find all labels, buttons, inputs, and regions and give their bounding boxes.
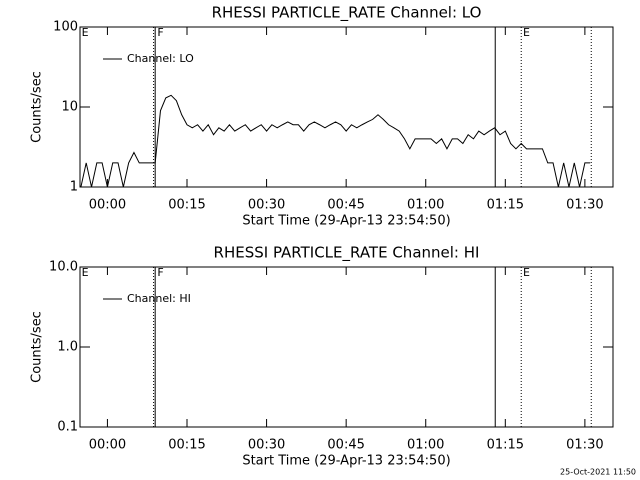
annotation: F [157, 266, 163, 279]
x-tick-label: 00:30 [248, 438, 285, 453]
x-axis-label: Start Time (29-Apr-13 23:54:50) [242, 454, 450, 469]
annotation: E [82, 26, 89, 39]
y-axis-label: Counts/sec [30, 71, 45, 143]
x-tick-label: 01:30 [566, 198, 603, 213]
annotation: E [523, 266, 530, 279]
legend-label: Channel: LO [127, 52, 194, 65]
y-tick-label: 100 [53, 20, 78, 35]
x-tick-label: 00:15 [168, 198, 205, 213]
x-tick-label: 00:00 [89, 198, 126, 213]
legend-label: Channel: HI [127, 292, 191, 305]
x-tick-label: 01:00 [407, 438, 444, 453]
y-tick-label: 1 [70, 180, 78, 195]
x-tick-label: 00:30 [248, 198, 285, 213]
annotation: F [157, 26, 163, 39]
chart-title: RHESSI PARTICLE_RATE Channel: LO [212, 4, 482, 23]
x-tick-label: 00:15 [168, 438, 205, 453]
x-axis-label: Start Time (29-Apr-13 23:54:50) [242, 214, 450, 229]
x-tick-label: 01:00 [407, 198, 444, 213]
x-tick-label: 00:00 [89, 438, 126, 453]
x-tick-label: 01:15 [487, 198, 524, 213]
data-line [80, 94, 591, 188]
footer: 25-Oct-2021 11:50 [560, 468, 636, 477]
y-tick-label: 1.0 [57, 340, 78, 355]
x-tick-label: 01:30 [566, 438, 603, 453]
y-tick-label: 10 [61, 100, 78, 115]
chart-title: RHESSI PARTICLE_RATE Channel: HI [214, 244, 480, 263]
y-tick-label: 0.1 [57, 420, 78, 435]
y-tick-label: 10.0 [49, 260, 78, 275]
y-axis-label: Counts/sec [30, 311, 45, 383]
x-tick-label: 01:15 [487, 438, 524, 453]
x-tick-label: 00:45 [327, 438, 364, 453]
x-tick-label: 00:45 [327, 198, 364, 213]
annotation: E [523, 26, 530, 39]
annotation: E [82, 266, 89, 279]
